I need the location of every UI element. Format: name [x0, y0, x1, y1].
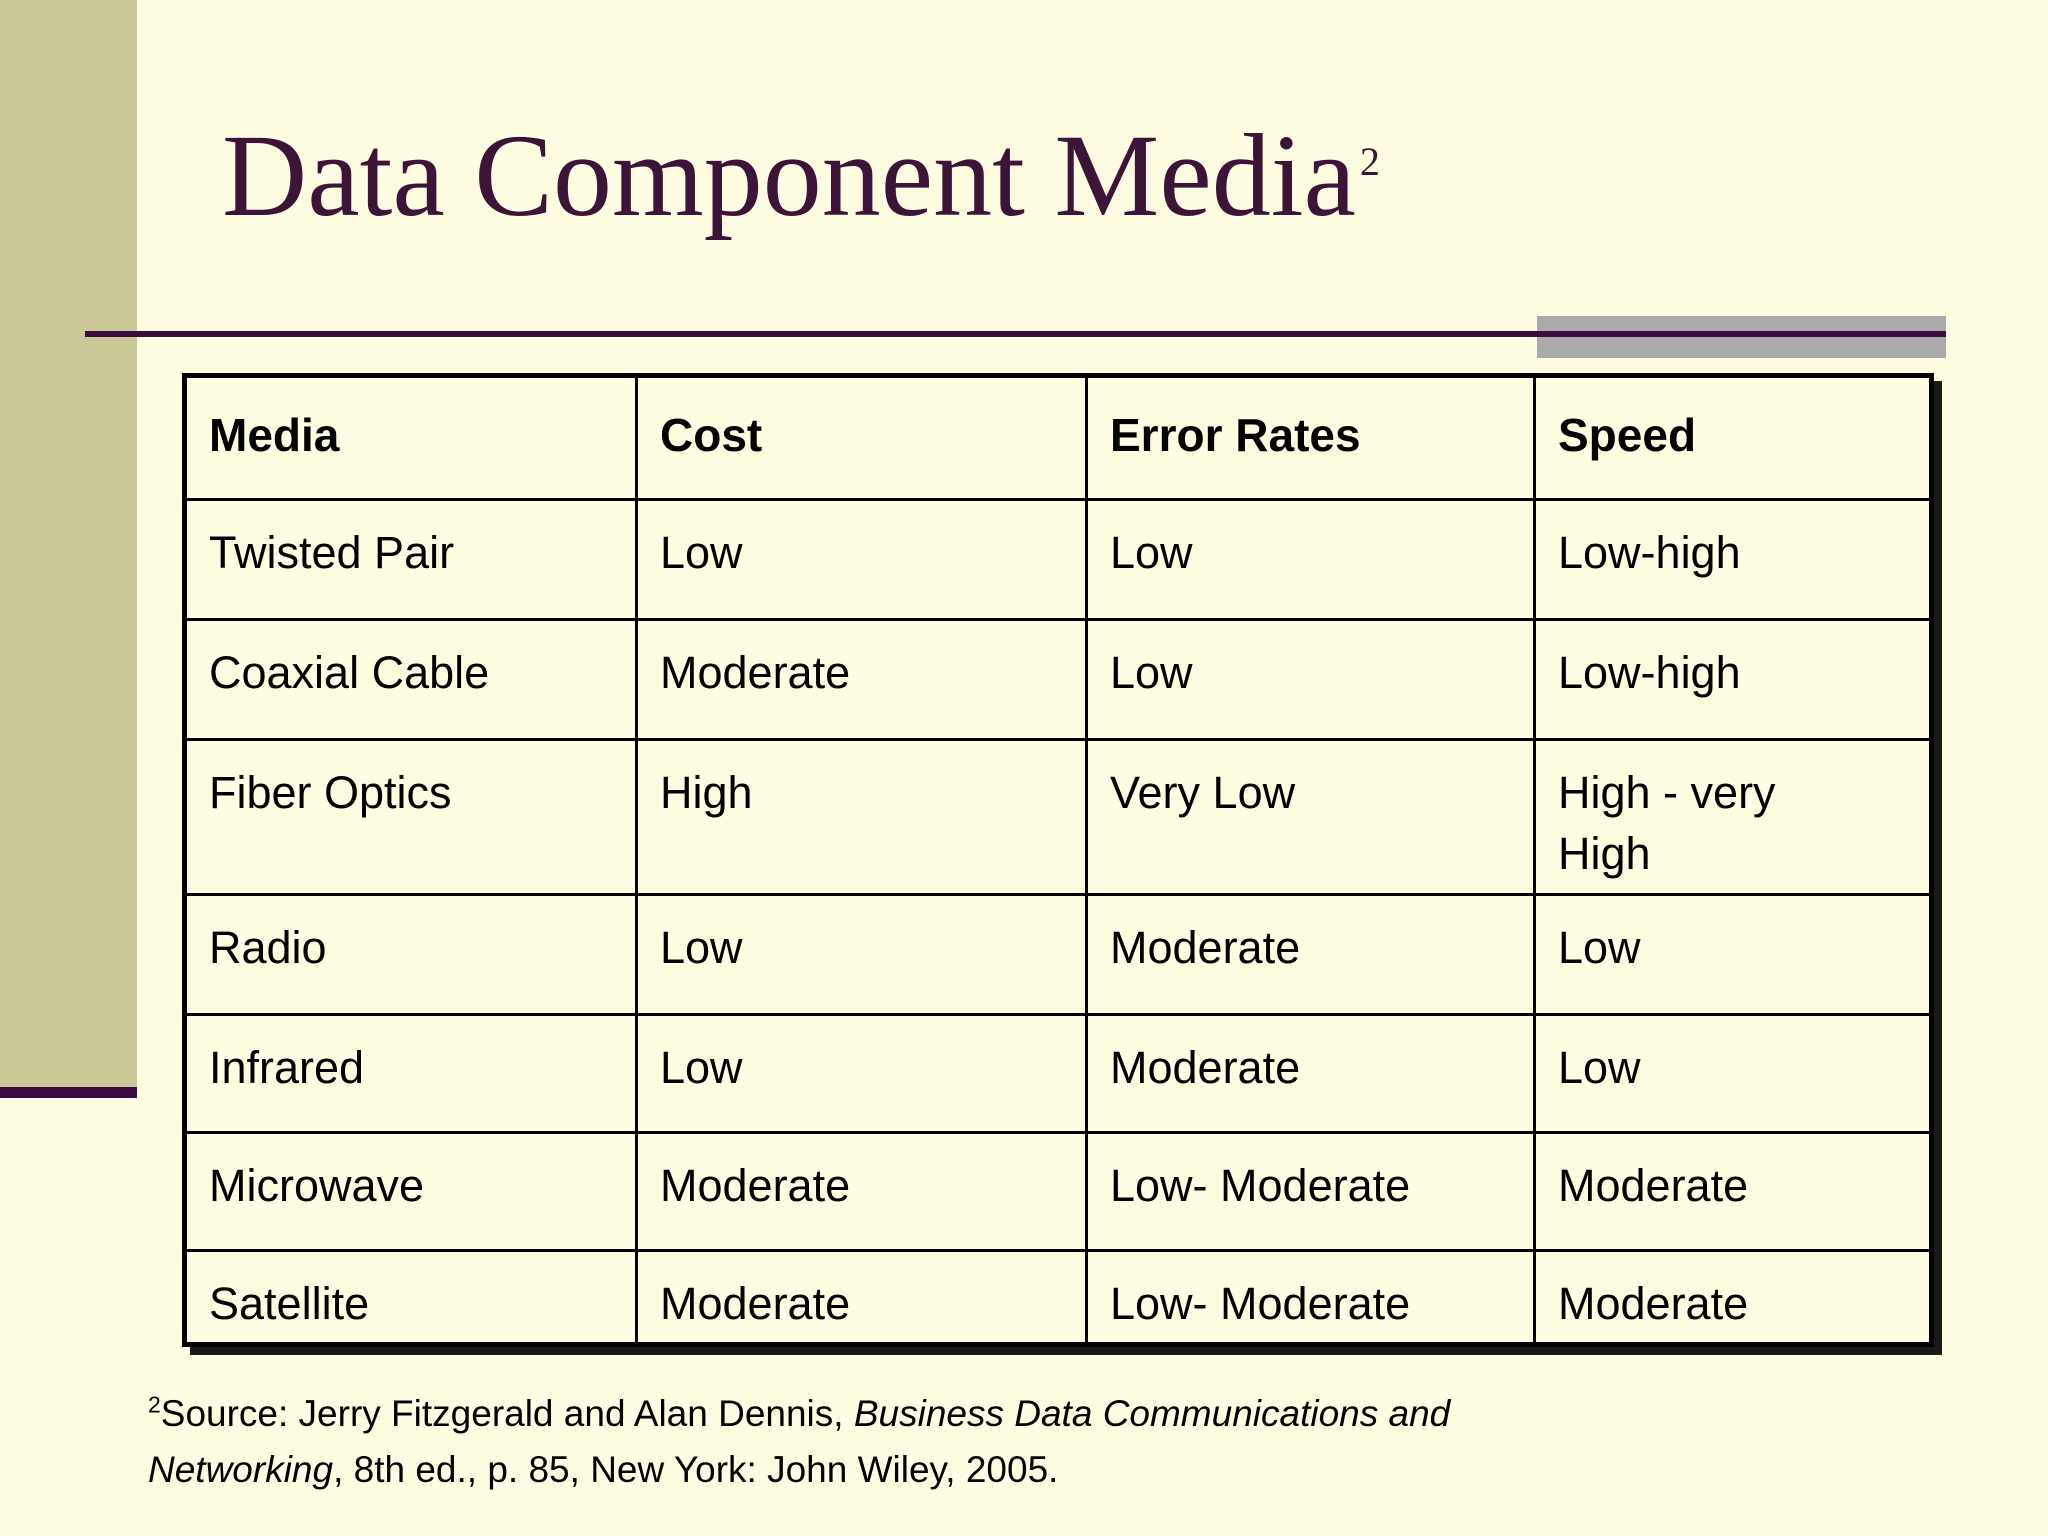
column-header-error-rates: Error Rates	[1085, 374, 1536, 501]
table-row: Fiber Optics High Very Low High - very High	[183, 738, 1933, 896]
left-accent-underline	[0, 1087, 137, 1098]
citation-line-1: 2Source: Jerry Fitzgerald and Alan Denni…	[148, 1393, 1450, 1434]
table-cell: Moderate	[1533, 1248, 1933, 1347]
table-row: Twisted Pair Low Low Low-high	[183, 498, 1933, 621]
table-cell: Moderate	[1533, 1130, 1933, 1252]
table-row: Satellite Moderate Low- Moderate Moderate	[183, 1248, 1933, 1347]
table-cell: Low-high	[1533, 498, 1933, 621]
table-cell: Very Low	[1085, 738, 1536, 896]
title-divider-line	[85, 331, 1946, 337]
citation-footnote-ref: 2	[148, 1391, 161, 1418]
slide-title: Data Component Media2	[222, 108, 1380, 244]
table-cell: Moderate	[1085, 892, 1536, 1016]
media-comparison-table: Media Cost Error Rates Speed Twisted Pai…	[182, 373, 1934, 1348]
table-cell: Radio	[183, 892, 638, 1016]
slide-title-text: Data Component Media	[222, 110, 1356, 241]
table-cell: Low	[635, 1012, 1088, 1134]
table-cell: Infrared	[183, 1012, 638, 1134]
citation-line-2: Networking, 8th ed., p. 85, New York: Jo…	[148, 1449, 1058, 1490]
table-cell: Moderate	[635, 1130, 1088, 1252]
table-cell: Low- Moderate	[1085, 1130, 1536, 1252]
column-header-media: Media	[183, 374, 638, 501]
table-cell: Low	[1085, 618, 1536, 741]
table-cell: Low	[635, 892, 1088, 1016]
table-row: Infrared Low Moderate Low	[183, 1012, 1933, 1134]
table-cell: Satellite	[183, 1248, 638, 1347]
citation-book-title-part2: Networking	[148, 1448, 334, 1490]
table-cell: Moderate	[1085, 1012, 1536, 1134]
table-cell: High - very High	[1533, 738, 1933, 896]
table-cell: Low	[1533, 892, 1933, 1016]
table-cell: Low	[635, 498, 1088, 621]
table-header: Media Cost Error Rates Speed	[183, 374, 1933, 501]
citation-authors: Source: Jerry Fitzgerald and Alan Dennis…	[160, 1393, 854, 1434]
table-cell: Low	[1085, 498, 1536, 621]
table-row: Coaxial Cable Moderate Low Low-high	[183, 618, 1933, 741]
citation-book-title-part1: Business Data Communications and	[853, 1393, 1451, 1434]
table-cell: Moderate	[635, 618, 1088, 741]
divider-gray-box	[1537, 316, 1946, 358]
left-accent-band	[0, 0, 137, 1087]
table-cell: Low-high	[1533, 618, 1933, 741]
table-cell: Low	[1533, 1012, 1933, 1134]
table-body: Twisted Pair Low Low Low-high Coaxial Cable M…	[183, 498, 1933, 1347]
table-cell: Fiber Optics	[183, 738, 638, 896]
table-row: Microwave Moderate Low- Moderate Moderate	[183, 1130, 1933, 1252]
table-cell: Coaxial Cable	[183, 618, 638, 741]
source-citation: 2Source: Jerry Fitzgerald and Alan Denni…	[148, 1386, 2048, 1497]
table-cell: Moderate	[635, 1248, 1088, 1347]
column-header-cost: Cost	[635, 374, 1088, 501]
table-header-row: Media Cost Error Rates Speed	[183, 374, 1933, 501]
table-row: Radio Low Moderate Low	[183, 892, 1933, 1016]
citation-edition: , 8th ed., p. 85, New York: John Wiley, …	[333, 1448, 1059, 1490]
table-cell: Twisted Pair	[183, 498, 638, 621]
column-header-speed: Speed	[1533, 374, 1933, 501]
table-cell: Microwave	[183, 1130, 638, 1252]
title-footnote-ref: 2	[1359, 138, 1380, 184]
table-cell: Low- Moderate	[1085, 1248, 1536, 1347]
table-cell: High	[635, 738, 1088, 896]
